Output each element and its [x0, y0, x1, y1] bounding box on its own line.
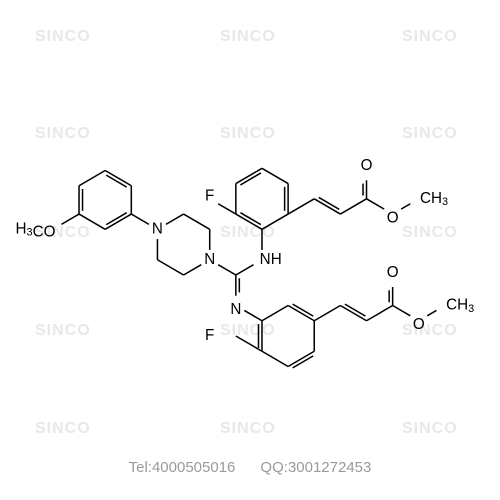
- svg-text:CH3: CH3: [446, 297, 474, 315]
- svg-text:CH3: CH3: [420, 190, 448, 208]
- qq-value: 3001272453: [288, 459, 371, 476]
- svg-text:O: O: [387, 264, 399, 281]
- qq-label: QQ:: [260, 459, 288, 476]
- svg-text:F: F: [205, 188, 214, 205]
- tel-label: Tel:: [129, 459, 152, 476]
- contact-footer: Tel:4000505016 QQ:3001272453: [0, 459, 500, 476]
- svg-text:F: F: [205, 327, 214, 344]
- svg-text:O: O: [413, 316, 425, 333]
- structure-svg: H3CONNFNHNFOOCH3OOCH3: [5, 44, 495, 432]
- svg-text:N: N: [230, 301, 241, 318]
- tel-value: 4000505016: [152, 459, 235, 476]
- svg-text:NH: NH: [260, 251, 282, 268]
- svg-text:O: O: [387, 209, 399, 226]
- chemical-structure: H3CONNFNHNFOOCH3OOCH3: [5, 44, 495, 432]
- svg-text:H3CO: H3CO: [16, 220, 56, 240]
- svg-text:N: N: [204, 251, 215, 268]
- svg-text:N: N: [152, 220, 163, 237]
- svg-text:O: O: [361, 157, 373, 174]
